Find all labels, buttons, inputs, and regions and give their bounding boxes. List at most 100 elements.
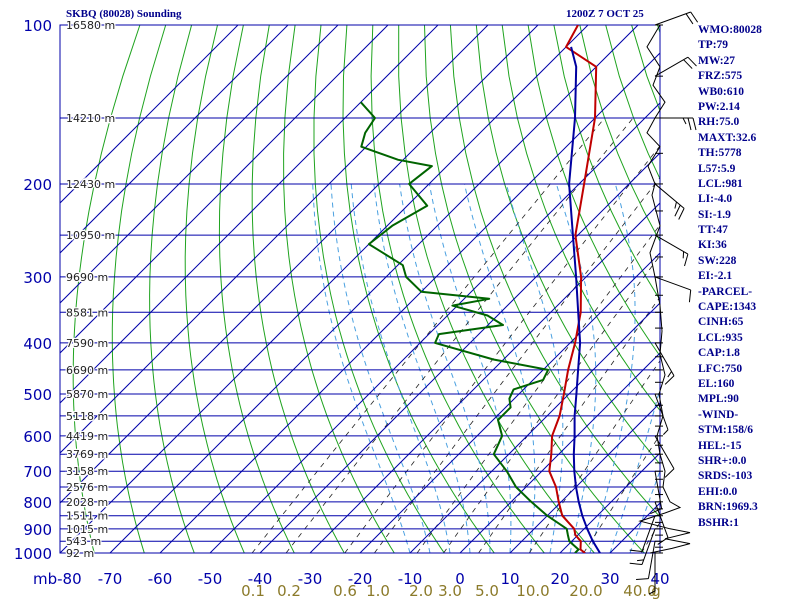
index-value: CINH:65 bbox=[698, 316, 744, 329]
pressure-tick-label: 500 bbox=[23, 386, 52, 404]
dry-adiabat-line bbox=[218, 25, 295, 553]
index-value: MPL:90 bbox=[698, 393, 739, 406]
index-value: LI:-4.0 bbox=[698, 193, 733, 206]
temperature-tick-label: -60 bbox=[148, 570, 173, 588]
mixing-ratio-line bbox=[344, 145, 660, 553]
index-value: WB0:610 bbox=[698, 85, 744, 98]
index-value: SI:-1.9 bbox=[698, 208, 731, 221]
index-value: TT:47 bbox=[698, 224, 728, 237]
mixing-ratio-label: 0.1 bbox=[241, 582, 265, 600]
wind-barb-staff bbox=[654, 56, 689, 77]
wind-barb-staff bbox=[654, 11, 691, 26]
height-label: 8581 m bbox=[66, 306, 108, 319]
wind-barb-flag bbox=[684, 253, 689, 267]
wind-barb-flag bbox=[636, 578, 649, 581]
wind-barb-staff bbox=[654, 471, 663, 509]
height-label: 14210 m bbox=[66, 112, 115, 125]
profile-lines bbox=[360, 25, 601, 553]
pressure-tick-label: 1000 bbox=[14, 545, 52, 563]
wind-barb-flag bbox=[674, 204, 681, 217]
height-label: 6690 m bbox=[66, 364, 108, 377]
wind-barb-flag bbox=[663, 429, 669, 435]
dry-adiabat-line bbox=[313, 25, 445, 553]
index-value: MAXT:32.6 bbox=[698, 131, 757, 144]
isotherm bbox=[60, 25, 489, 454]
wind-barb-flag bbox=[678, 208, 685, 220]
height-label: 3769 m bbox=[66, 448, 108, 461]
index-value: KI:36 bbox=[698, 239, 727, 252]
mixing-ratio-line bbox=[583, 434, 660, 553]
mixing-ratio-line bbox=[251, 117, 605, 553]
index-value: SRDS:-103 bbox=[698, 470, 753, 483]
isotherm bbox=[109, 25, 639, 553]
index-value: LCL:935 bbox=[698, 331, 743, 344]
sounding-time: 1200Z 7 OCT 25 bbox=[566, 8, 644, 20]
mixing-ratio-label: 0.6 bbox=[333, 582, 357, 600]
wind-barb bbox=[654, 183, 685, 220]
temperature-tick-label: -10 bbox=[398, 570, 423, 588]
index-value: RH:75.0 bbox=[698, 116, 740, 129]
dry-adiabats bbox=[72, 25, 660, 553]
index-value: STM:158/6 bbox=[698, 424, 753, 437]
wind-barb-staff bbox=[654, 276, 691, 291]
index-value: FRZ:575 bbox=[698, 70, 743, 83]
sounding-title: SKBQ (80028) Sounding bbox=[66, 8, 182, 20]
wind-barb bbox=[629, 515, 656, 552]
wind-barb-flag bbox=[688, 289, 692, 303]
mixing-ratio-lines bbox=[251, 117, 660, 553]
index-value: -PARCEL- bbox=[698, 285, 753, 298]
mixing-ratio-label: 40.0 bbox=[623, 582, 656, 600]
temperature-tick-label: mb-80 bbox=[33, 570, 82, 588]
isotherm bbox=[60, 25, 439, 404]
wind-profile bbox=[629, 11, 699, 595]
mixing-ratio-label: 10.0 bbox=[516, 582, 549, 600]
moist-adiabat-line bbox=[609, 385, 660, 553]
wind-barb-flag bbox=[657, 537, 669, 545]
isotherm bbox=[60, 25, 239, 204]
temperature-tick-label: 20 bbox=[550, 570, 569, 588]
height-label: 1511 m bbox=[66, 510, 108, 523]
temperature-tick-label: 30 bbox=[600, 570, 619, 588]
wind-speed-trace bbox=[638, 24, 691, 554]
isotherm bbox=[60, 25, 289, 254]
isotherm bbox=[60, 25, 389, 354]
height-label: 5870 m bbox=[66, 388, 108, 401]
isotherm bbox=[409, 302, 660, 553]
isotherm bbox=[359, 252, 660, 553]
dry-adiabat-line bbox=[251, 25, 345, 553]
mixing-ratio-label: 2.0 bbox=[409, 582, 433, 600]
height-label: 5118 m bbox=[66, 410, 108, 423]
mixing-ratio-label: 3.0 bbox=[438, 582, 462, 600]
index-value: WMO:80028 bbox=[698, 24, 762, 36]
isotherms bbox=[60, 25, 660, 553]
wind-barb-staff bbox=[654, 234, 689, 255]
wind-barb-staff bbox=[647, 541, 656, 579]
mixing-ratio-line bbox=[285, 117, 634, 553]
mixing-ratio-label: g bbox=[651, 582, 661, 600]
temperature-tick-label: 0 bbox=[455, 570, 465, 588]
wind-barb-flag bbox=[629, 562, 643, 566]
height-label: 10950 m bbox=[66, 229, 115, 242]
wind-barb bbox=[654, 11, 699, 26]
wind-barb-flag bbox=[692, 117, 697, 131]
height-label: 2576 m bbox=[66, 481, 108, 494]
index-value: LCL:981 bbox=[698, 177, 743, 190]
height-label: 543 m bbox=[66, 535, 101, 548]
pressure-tick-label: 600 bbox=[23, 428, 52, 446]
index-value: L57:5.9 bbox=[698, 162, 736, 175]
isotherm bbox=[459, 352, 660, 553]
pressure-tick-label: 300 bbox=[23, 269, 52, 287]
isotherm bbox=[209, 102, 660, 553]
wind-barb-staff bbox=[654, 435, 675, 470]
pressure-tick-label: 700 bbox=[23, 463, 52, 481]
index-value: BRN:1969.3 bbox=[698, 501, 758, 514]
wind-barb bbox=[650, 471, 663, 515]
index-value: TH:5778 bbox=[698, 147, 742, 160]
mixing-ratio-line bbox=[374, 176, 660, 553]
wind-barb-staff bbox=[654, 183, 685, 209]
wind-barb bbox=[654, 342, 675, 385]
index-value: CAPE:1343 bbox=[698, 301, 757, 314]
wind-barb-flag bbox=[664, 468, 675, 478]
